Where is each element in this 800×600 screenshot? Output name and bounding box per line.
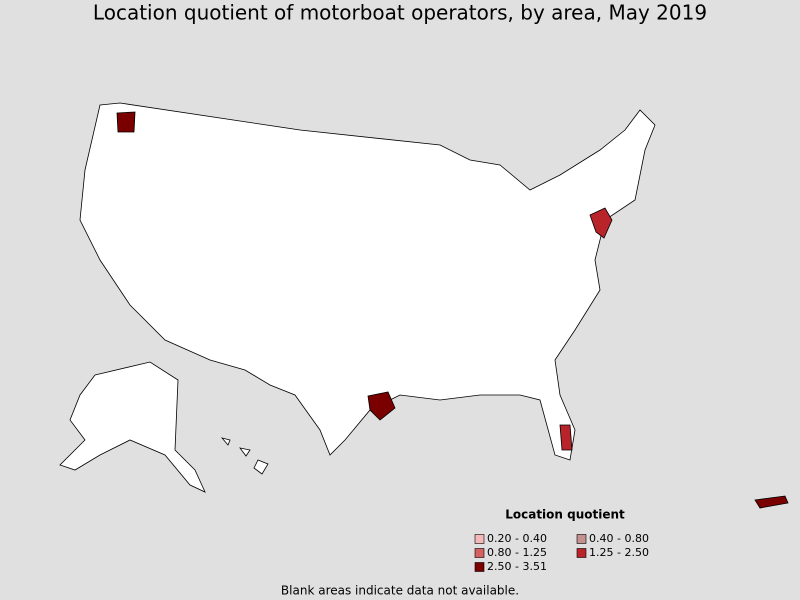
legend-swatch — [474, 562, 485, 572]
alaska — [59, 361, 206, 493]
legend-label: 0.40 - 0.80 — [589, 532, 649, 545]
legend-swatch — [474, 534, 485, 544]
legend-title: Location quotient — [505, 508, 625, 522]
us-map — [59, 102, 789, 509]
legend: 0.20 - 0.40 0.40 - 0.80 0.80 - 1.25 1.25 - … — [474, 532, 649, 573]
footnote: Blank areas indicate data not available. — [281, 584, 519, 598]
legend-swatch — [576, 548, 587, 558]
legend-label: 1.25 - 2.50 — [589, 546, 649, 559]
area-seattle — [116, 111, 136, 133]
legend-swatch — [474, 548, 485, 558]
lower-48 — [79, 102, 656, 461]
legend-label: 0.80 - 1.25 — [487, 546, 547, 559]
legend-label: 2.50 - 3.51 — [487, 560, 547, 573]
area-miami — [559, 424, 573, 451]
hawaii — [220, 437, 269, 475]
area-houston — [367, 391, 396, 421]
area-puerto-rico — [754, 495, 789, 509]
area-new-york — [589, 207, 613, 239]
map-title: Location quotient of motorboat operators… — [93, 1, 707, 25]
legend-label: 0.20 - 0.40 — [487, 532, 547, 545]
legend-swatch — [576, 534, 587, 544]
